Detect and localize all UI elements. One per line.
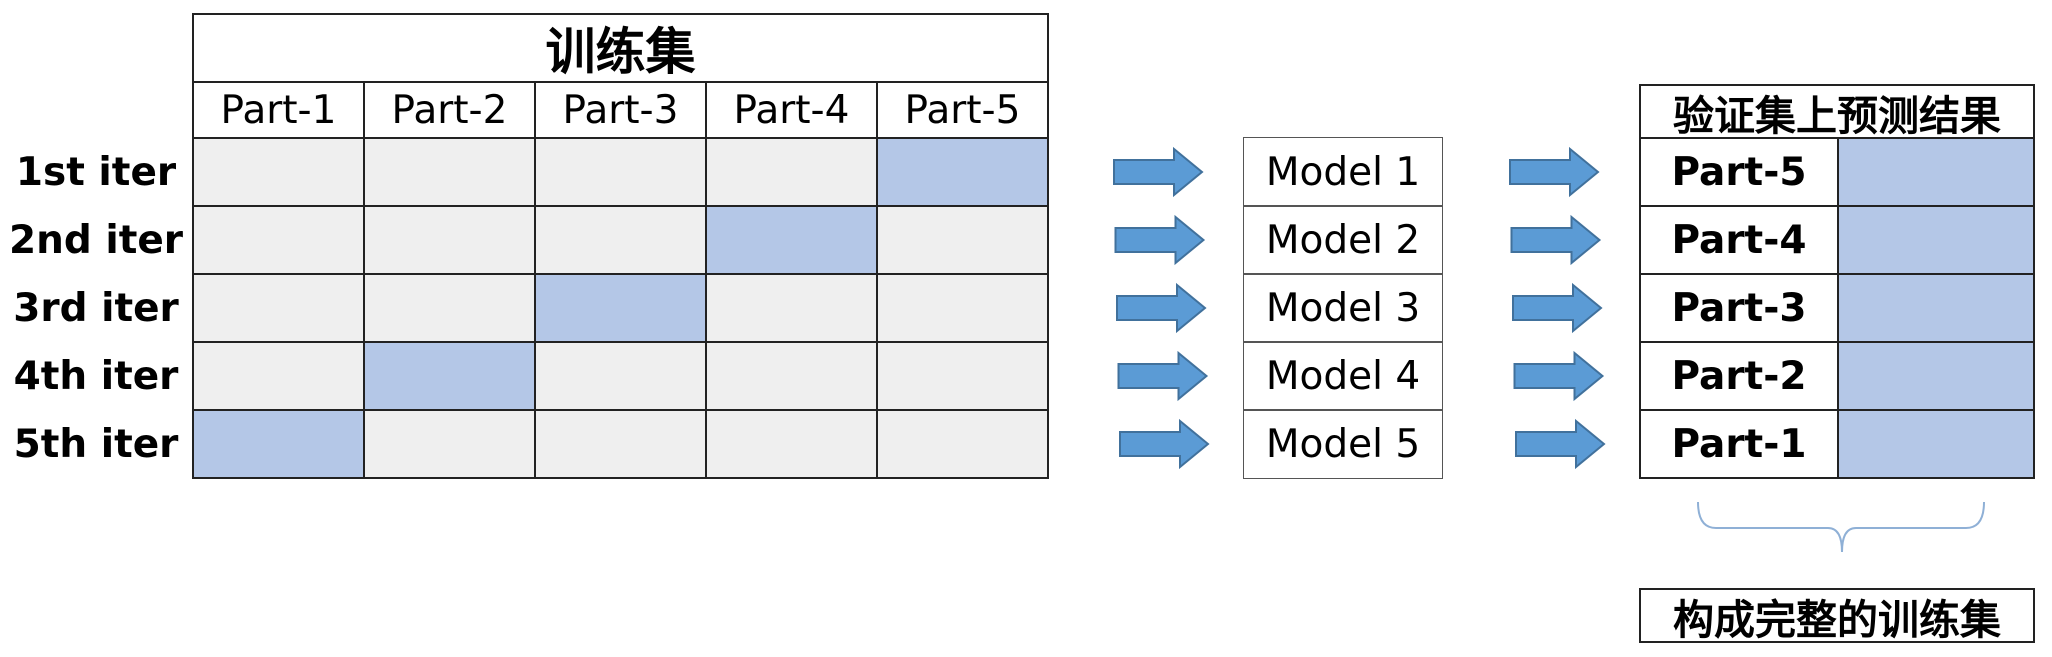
training-fold-cell	[705, 137, 878, 207]
right-arrow-icon	[1117, 350, 1209, 402]
training-fold-cell	[876, 341, 1049, 411]
model-box: Model 3	[1243, 273, 1443, 343]
result-part-label: Part-1	[1639, 409, 1839, 479]
iteration-label: 1st iter	[15, 149, 177, 195]
result-prediction-cell	[1837, 341, 2035, 411]
model-box: Model 1	[1243, 137, 1443, 207]
result-prediction-cell	[1837, 409, 2035, 479]
training-fold-cell	[705, 409, 878, 479]
training-fold-cell	[534, 409, 707, 479]
right-arrow-icon	[1510, 214, 1602, 266]
model-box: Model 4	[1243, 341, 1443, 411]
result-prediction-cell	[1837, 205, 2035, 275]
training-fold-cell	[705, 273, 878, 343]
right-arrow-icon	[1512, 282, 1603, 334]
training-fold-cell	[363, 409, 536, 479]
right-arrow-icon	[1113, 146, 1204, 198]
column-header-part-2: Part-2	[363, 81, 536, 139]
validation-fold-cell	[876, 137, 1049, 207]
right-arrow-icon	[1513, 350, 1605, 402]
training-fold-cell	[363, 137, 536, 207]
complete-training-set-label: 构成完整的训练集	[1639, 588, 2035, 644]
training-fold-cell	[363, 205, 536, 275]
right-arrow-icon	[1114, 214, 1206, 266]
training-fold-cell	[534, 205, 707, 275]
validation-fold-cell	[192, 409, 365, 479]
iteration-label: 2nd iter	[8, 217, 184, 263]
column-header-part-5: Part-5	[876, 81, 1049, 139]
training-fold-cell	[363, 273, 536, 343]
training-fold-cell	[876, 273, 1049, 343]
iteration-label: 4th iter	[13, 353, 179, 399]
validation-fold-cell	[363, 341, 536, 411]
iteration-label: 5th iter	[13, 421, 179, 467]
result-prediction-cell	[1837, 137, 2035, 207]
right-arrow-icon	[1515, 418, 1606, 470]
right-arrow-icon	[1509, 146, 1600, 198]
model-box: Model 5	[1243, 409, 1443, 479]
training-fold-cell	[876, 409, 1049, 479]
model-box: Model 2	[1243, 205, 1443, 275]
result-part-label: Part-4	[1639, 205, 1839, 275]
training-fold-cell	[192, 205, 365, 275]
iteration-label: 3rd iter	[13, 285, 179, 331]
validation-fold-cell	[534, 273, 707, 343]
right-arrow-icon	[1119, 418, 1210, 470]
result-part-label: Part-5	[1639, 137, 1839, 207]
right-arrow-icon	[1116, 282, 1207, 334]
